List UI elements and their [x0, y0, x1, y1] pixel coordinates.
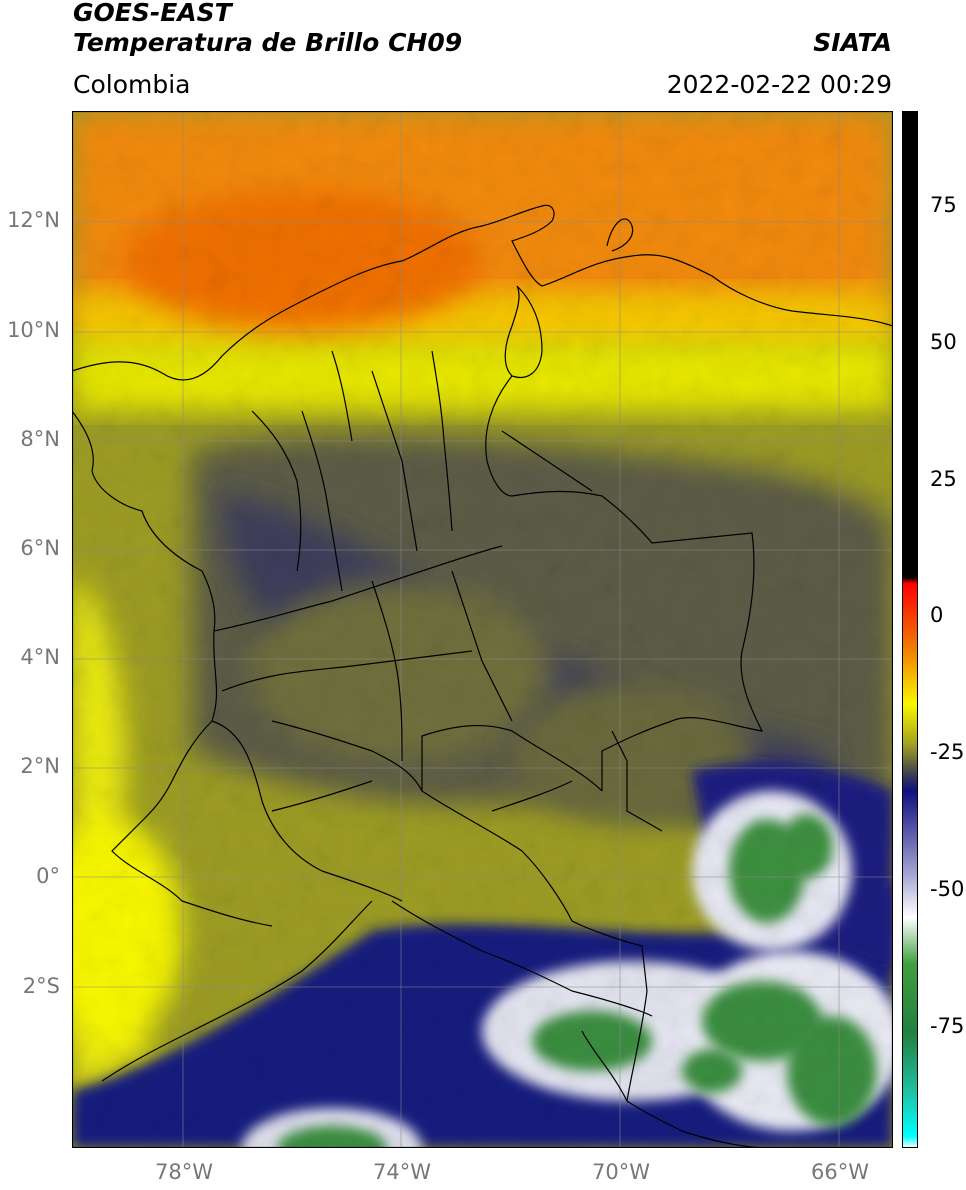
lat-label: 2°N — [20, 754, 60, 778]
colorbar-tick: -50 — [930, 877, 965, 901]
colorbar-tick: 50 — [930, 330, 957, 354]
satellite-map — [72, 111, 893, 1148]
lat-label: 8°N — [20, 427, 60, 451]
colorbar-tick: 75 — [930, 193, 957, 217]
lat-label: 2°S — [22, 974, 60, 998]
borders — [72, 204, 893, 1148]
colorbar-tick: 25 — [930, 467, 957, 491]
lat-label: 4°N — [20, 645, 60, 669]
lon-label: 78°W — [155, 1160, 213, 1184]
lon-label: 70°W — [592, 1160, 650, 1184]
colorbar-tick: 0 — [930, 603, 944, 627]
product-title: Temperatura de Brillo CH09 — [73, 28, 463, 57]
lat-label: 12°N — [7, 208, 60, 232]
lat-label: 6°N — [20, 536, 60, 560]
colorbar-tick: -25 — [930, 740, 965, 764]
colorbar — [902, 111, 918, 1148]
map-frame — [72, 111, 893, 1148]
lon-label: 74°W — [373, 1160, 431, 1184]
region-label: Colombia — [73, 70, 191, 99]
lat-label: 10°N — [7, 318, 60, 342]
gridlines — [72, 111, 893, 1148]
satellite-title: GOES-EAST — [73, 0, 232, 27]
brightness-field — [72, 111, 893, 1148]
lon-label: 66°W — [811, 1160, 869, 1184]
colorbar-tick: -75 — [930, 1014, 965, 1038]
timestamp-label: 2022-02-22 00:29 — [666, 70, 892, 99]
brand-label: SIATA — [813, 28, 892, 57]
lat-label: 0° — [36, 864, 60, 888]
